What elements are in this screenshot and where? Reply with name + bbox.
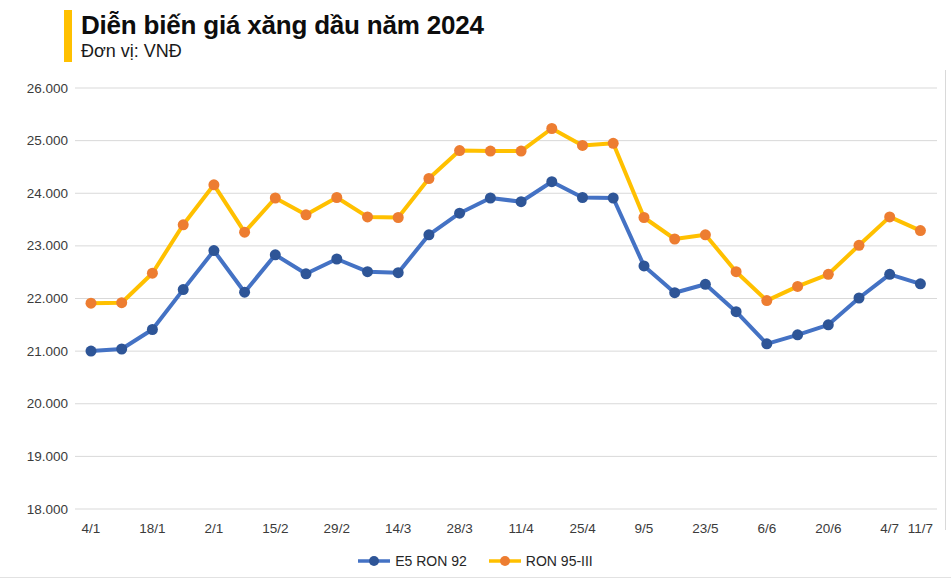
x-axis-tick-label: 11/7	[908, 521, 933, 536]
legend-marker-ron-95-iii	[489, 555, 521, 567]
data-point	[516, 196, 527, 207]
data-point	[423, 229, 434, 240]
data-point	[792, 281, 803, 292]
data-point	[884, 269, 895, 280]
x-axis-tick-label: 20/6	[815, 521, 841, 536]
series-line-e5-ron-92	[91, 182, 920, 351]
fuel-price-chart-page: Diễn biến giá xăng dầu năm 2024 Đơn vị: …	[0, 0, 951, 586]
data-point	[608, 138, 619, 149]
data-point	[792, 329, 803, 340]
data-point	[239, 287, 250, 298]
data-point	[915, 278, 926, 289]
data-point	[362, 266, 373, 277]
data-point	[546, 176, 557, 187]
x-axis-tick-label: 11/4	[508, 521, 534, 536]
data-point	[86, 346, 97, 357]
legend-label-ron-95-iii: RON 95-III	[526, 553, 593, 569]
data-point	[731, 306, 742, 317]
data-point	[485, 193, 496, 204]
data-point	[854, 293, 865, 304]
data-point	[761, 295, 772, 306]
data-point	[546, 123, 557, 134]
y-axis-tick-label: 18.000	[27, 502, 68, 517]
legend-label-e5-ron-92: E5 RON 92	[395, 553, 467, 569]
data-point	[208, 179, 219, 190]
data-point	[485, 146, 496, 157]
x-axis-tick-label: 25/4	[569, 521, 596, 536]
x-axis-tick-label: 4/1	[82, 521, 101, 536]
data-point	[178, 284, 189, 295]
data-point	[393, 212, 404, 223]
data-point	[454, 145, 465, 156]
x-axis-tick-label: 9/5	[635, 521, 654, 536]
data-point	[454, 208, 465, 219]
y-axis-tick-label: 23.000	[27, 238, 68, 253]
data-point	[639, 212, 650, 223]
bottom-divider	[0, 577, 951, 578]
series-line-ron-95-iii	[91, 129, 920, 304]
data-point	[270, 249, 281, 260]
legend-marker-e5-ron-92	[358, 555, 390, 567]
data-point	[823, 269, 834, 280]
x-axis-tick-label: 23/5	[692, 521, 718, 536]
data-point	[362, 211, 373, 222]
data-point	[669, 287, 680, 298]
data-point	[516, 146, 527, 157]
y-axis-tick-label: 21.000	[27, 344, 68, 359]
y-axis-tick-label: 22.000	[27, 291, 68, 306]
data-point	[577, 140, 588, 151]
data-point	[208, 245, 219, 256]
data-point	[700, 229, 711, 240]
data-point	[331, 254, 342, 265]
data-point	[86, 298, 97, 309]
data-point	[239, 227, 250, 238]
legend-item-e5-ron-92: E5 RON 92	[358, 553, 467, 569]
x-axis-tick-label: 6/6	[757, 521, 776, 536]
y-axis-tick-label: 25.000	[27, 133, 68, 148]
y-axis-tick-label: 19.000	[27, 449, 68, 464]
data-point	[761, 338, 772, 349]
x-axis-tick-label: 18/1	[139, 521, 165, 536]
data-point	[116, 297, 127, 308]
data-point	[178, 219, 189, 230]
data-point	[301, 209, 312, 220]
data-point	[854, 240, 865, 251]
y-axis-tick-label: 20.000	[27, 396, 68, 411]
x-axis-tick-label: 15/2	[262, 521, 288, 536]
data-point	[823, 319, 834, 330]
data-point	[915, 225, 926, 236]
data-point	[608, 193, 619, 204]
x-axis-tick-label: 2/1	[204, 521, 223, 536]
data-point	[331, 192, 342, 203]
data-point	[669, 234, 680, 245]
data-point	[731, 266, 742, 277]
data-point	[147, 324, 158, 335]
data-point	[884, 211, 895, 222]
x-axis-tick-label: 14/3	[385, 521, 411, 536]
data-point	[577, 192, 588, 203]
x-axis-tick-label: 4/7	[880, 521, 899, 536]
fuel-price-line-chart: 26.000 25.000 24.000 23.000 22.000 21.000 20.0…	[0, 0, 951, 586]
y-axis-tick-label: 26.000	[27, 81, 68, 96]
x-axis-tick-label: 29/2	[324, 521, 350, 536]
x-axis-tick-label: 28/3	[446, 521, 472, 536]
data-point	[700, 279, 711, 290]
data-point	[423, 173, 434, 184]
chart-legend: E5 RON 92 RON 95-III	[0, 553, 951, 569]
data-point	[393, 267, 404, 278]
data-point	[116, 344, 127, 355]
y-axis-tick-label: 24.000	[27, 186, 68, 201]
data-point	[147, 268, 158, 279]
data-point	[639, 260, 650, 271]
legend-item-ron-95-iii: RON 95-III	[489, 553, 593, 569]
data-point	[301, 268, 312, 279]
data-point	[270, 193, 281, 204]
